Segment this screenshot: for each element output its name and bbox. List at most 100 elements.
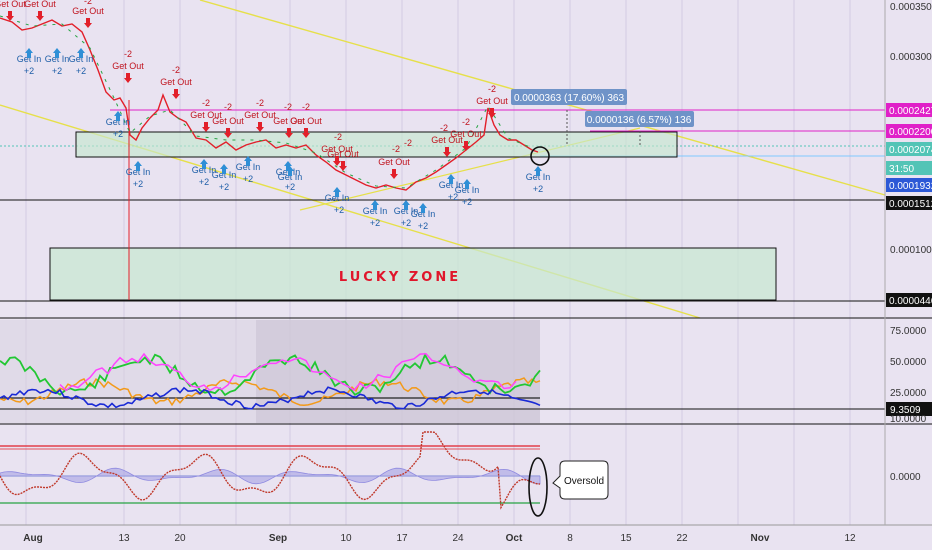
signal-out-10: -2 <box>124 49 132 59</box>
signal-out-47: -2 <box>488 84 496 94</box>
price-badge-label-3: 31:50 <box>889 164 914 175</box>
ind-axis-75: 75.0000 <box>890 326 927 337</box>
signal-label: Get In <box>363 206 388 216</box>
signal-label: Get Out <box>290 116 322 126</box>
price-badge-2 <box>886 142 932 156</box>
signal-in-36: +2 <box>285 182 295 192</box>
arrow-down-icon <box>333 156 341 166</box>
signal-label: -2 <box>124 49 132 59</box>
signal-in-56: +2 <box>418 221 428 231</box>
signal-in-5: +2 <box>24 66 34 76</box>
signal-in-7: +2 <box>52 66 62 76</box>
signal-out-40: -2 <box>392 144 400 154</box>
consolidation-zone[interactable] <box>75 131 678 158</box>
lucky-zone-label: LUCKY ZONE <box>339 270 461 285</box>
arrow-down-icon <box>256 122 264 132</box>
arrow-up-icon <box>463 179 471 189</box>
signal-label: -2 <box>404 138 412 148</box>
signal-label: Get Out <box>24 0 56 9</box>
signal-out-23: Get Out <box>273 116 305 138</box>
indicator-pane-dmi <box>0 320 885 423</box>
measure-tool-1[interactable]: 0.0000363 (17.60%) 363 <box>511 89 627 146</box>
price-line-up-segments <box>0 15 533 189</box>
arrow-down-icon <box>462 141 470 151</box>
date-label-1: 13 <box>118 533 130 544</box>
signal-label: +2 <box>243 174 253 184</box>
signal-out-41: -2 <box>404 138 412 148</box>
signal-out-16: -2 <box>202 98 210 108</box>
price-axis: 0.00035000 0.00030000 0.00010000 0.00024… <box>884 0 932 525</box>
signal-out-19: Get Out <box>212 116 244 138</box>
signal-label: Get In <box>106 117 131 127</box>
signal-out-20: -2 <box>256 98 264 108</box>
arrow-up-icon <box>286 166 294 176</box>
arrow-up-icon <box>402 200 410 210</box>
price-badge-label-2: 0.00020740 <box>889 145 932 156</box>
signal-label: Get Out <box>112 61 144 71</box>
signal-label: -2 <box>256 98 264 108</box>
signal-in-49: Get In <box>325 187 349 203</box>
axis-label-2: 0.00010000 <box>890 245 932 256</box>
current-price-marker[interactable] <box>530 146 550 166</box>
signal-label: Get In <box>126 167 151 177</box>
signal-label: +2 <box>199 177 209 187</box>
signal-label: Get Out <box>72 6 104 16</box>
signal-in-15: +2 <box>113 129 123 139</box>
arrow-down-icon <box>124 73 132 83</box>
oversold-marker[interactable] <box>528 457 548 517</box>
signal-out-38: Get Out <box>321 144 353 166</box>
signal-label: Get Out <box>0 0 26 9</box>
oversold-label: Oversold <box>564 476 604 487</box>
signal-label: +2 <box>448 192 458 202</box>
oversold-callout[interactable]: Oversold <box>552 460 609 500</box>
arrow-up-icon <box>53 48 61 58</box>
signal-label: +2 <box>52 66 62 76</box>
ind-axis-25: 25.0000 <box>890 388 927 399</box>
signal-label: -2 <box>202 98 210 108</box>
signal-label: Get Out <box>327 149 359 159</box>
signal-label: +2 <box>401 218 411 228</box>
price-badge-label-6: 0.00004460 <box>889 296 932 307</box>
price-badge-label-0: 0.00024270 <box>889 106 932 117</box>
signal-label: -2 <box>172 65 180 75</box>
signal-out-43: -2 <box>440 123 448 133</box>
date-label-6: 24 <box>452 533 464 544</box>
price-badge-label-1: 0.00022000 <box>889 127 932 138</box>
osc-axis-0: 0.0000 <box>890 472 921 483</box>
signal-in-30: Get In <box>212 164 236 180</box>
measure-badge-1 <box>511 89 627 105</box>
signal-out-45: -2 <box>462 117 470 127</box>
signal-out-22: -2 <box>284 102 292 112</box>
axis-label-0: 0.00035000 <box>890 2 932 13</box>
measure-badge-2 <box>585 111 694 127</box>
date-label-4: 10 <box>340 533 352 544</box>
measure-tool-2[interactable]: 0.0000136 (6.57%) 136 <box>585 111 694 146</box>
signal-out-3: Get Out <box>72 6 104 28</box>
date-label-11: Nov <box>751 533 770 544</box>
arrow-up-icon <box>25 48 33 58</box>
signal-out-24: -2 <box>302 102 310 112</box>
signal-out-21: Get Out <box>244 110 276 132</box>
date-label-8: 8 <box>567 533 573 544</box>
signal-in-32: Get In <box>236 156 260 172</box>
signal-label: +2 <box>113 129 123 139</box>
signal-out-37: -2 <box>334 132 342 142</box>
arrow-up-icon <box>333 187 341 197</box>
signal-out-25: Get Out <box>290 116 322 138</box>
date-axis: Aug 13 20 Sep 10 17 24 Oct 8 15 22 Nov 12 <box>23 533 856 544</box>
arrow-down-icon <box>6 11 14 21</box>
axis-label-1: 0.00030000 <box>890 52 932 63</box>
arrow-down-icon <box>224 128 232 138</box>
signal-label: Get Out <box>378 157 410 167</box>
signal-label: +2 <box>133 179 143 189</box>
signal-out-42: Get Out <box>378 157 410 179</box>
signal-in-53: Get In <box>394 200 418 216</box>
signal-in-14: Get In <box>106 111 131 127</box>
signal-label: Get In <box>455 185 480 195</box>
arrow-up-icon <box>534 166 542 176</box>
signal-label: Get Out <box>476 96 508 106</box>
signal-label: +2 <box>418 221 428 231</box>
lucky-zone[interactable] <box>49 247 777 301</box>
signal-label: Get Out <box>431 135 463 145</box>
